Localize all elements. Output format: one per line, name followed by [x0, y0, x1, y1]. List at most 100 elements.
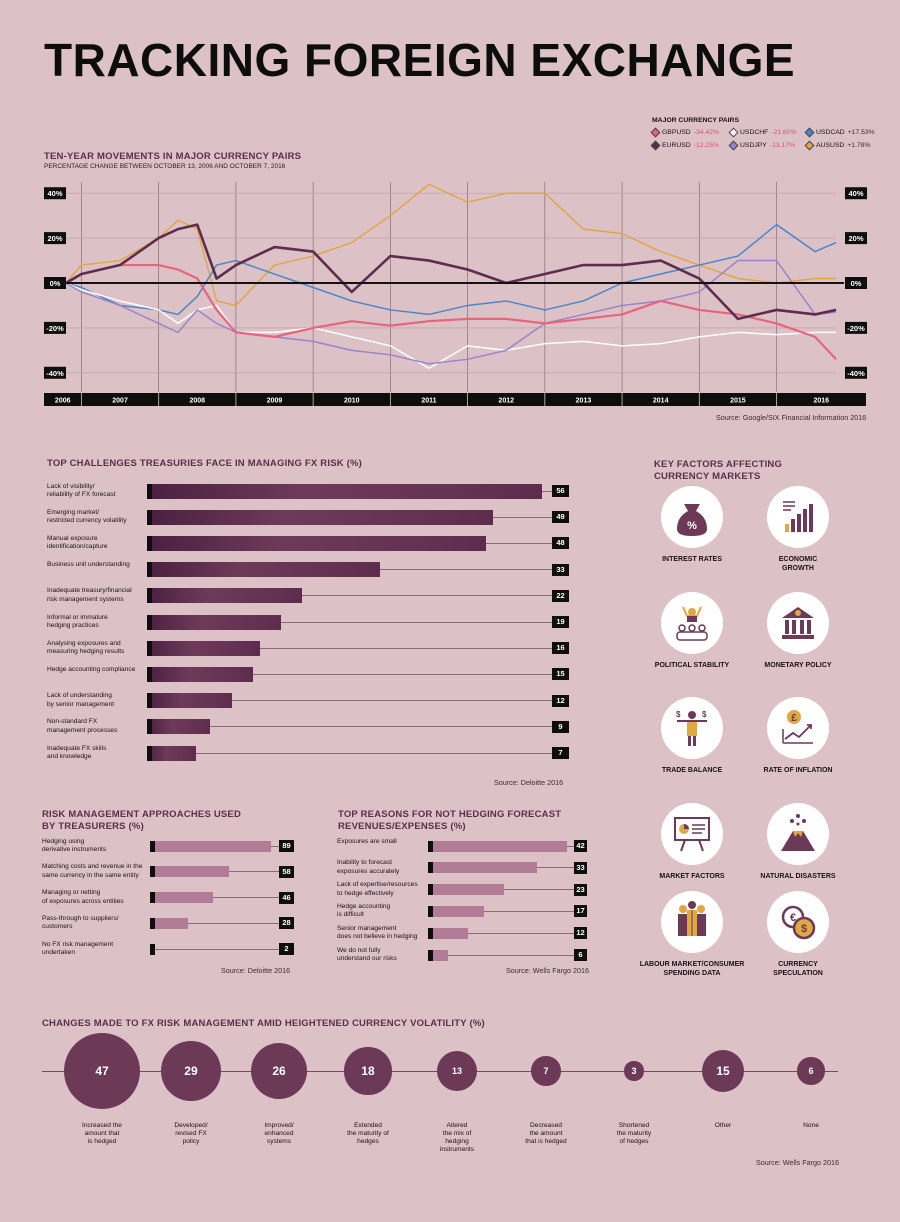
challenges-title: TOP CHALLENGES TREASURIES FACE IN MANAGI… — [47, 458, 362, 469]
y-tick-label: 0% — [851, 279, 862, 288]
bar-value-label: 48 — [552, 537, 569, 550]
bubble-category-label: Altered the mix of hedging instruments — [439, 1122, 475, 1153]
y-tick-left: -40% — [44, 366, 66, 379]
bar-value-label: 33 — [574, 861, 587, 874]
factor-icon-circle — [661, 803, 723, 865]
bar-fill — [147, 509, 493, 525]
bar-track-line — [147, 595, 552, 597]
bar-fill — [147, 693, 232, 709]
bar-start-cap — [147, 535, 152, 551]
legend-series-change: -34.42% — [693, 129, 720, 136]
y-tick-left: 20% — [44, 232, 66, 245]
bar-value-label: 9 — [552, 720, 569, 733]
y-tick-label: 0% — [50, 279, 61, 288]
bar-start-cap — [147, 745, 152, 761]
line-chart: 40% 40% 20% 20% 0% 0% -20% -20% -40% -40% 2006 2007… — [44, 182, 867, 406]
bubble-value: 47 — [64, 1033, 140, 1109]
series-line-usdchf — [65, 282, 836, 370]
bubble-category-label: Developed/ revised FX policy — [174, 1122, 208, 1145]
factor-label: MONETARY POLICY — [764, 662, 832, 669]
bar-fill — [147, 640, 260, 656]
bar-category-label: Hedge accounting compliance — [47, 665, 136, 673]
legend-swatch-icon — [728, 140, 739, 151]
factors-title: KEY FACTORS AFFECTING CURRENCY MARKETS — [654, 459, 783, 482]
bubble-category-label: Shortened the maturity of hedges — [616, 1122, 652, 1145]
x-tick-label: 2016 — [813, 398, 829, 405]
bar-fill — [428, 862, 538, 874]
changes-source: Source: Wells Fargo 2016 — [756, 1158, 839, 1167]
legend-series-name: USDCHF — [740, 129, 769, 136]
bar-value-label: 23 — [574, 883, 587, 896]
bar-start-cap — [150, 866, 155, 878]
y-tick-label: -40% — [46, 369, 64, 378]
bar-category-label: Matching costs and revenue in the same c… — [42, 863, 143, 879]
bar-track-line — [147, 700, 552, 702]
money-bag-icon: % — [677, 504, 707, 536]
x-tick-label: 2012 — [498, 398, 514, 405]
bar-value-label: 2 — [279, 943, 294, 956]
bar-category-label: Informal or immature hedging practices — [47, 613, 108, 630]
bar-category-label: We do not fully understand our risks — [337, 946, 397, 963]
legend-item-gbpusd: GBPUSD -34.42% — [650, 127, 730, 138]
growth-bars-icon — [783, 501, 813, 532]
bubble-category-label: Improved/ enhanced systems — [264, 1122, 294, 1145]
y-tick-left: 0% — [44, 277, 66, 289]
y-tick-right: 40% — [845, 187, 867, 200]
bar-fill — [147, 588, 303, 604]
bar-fill — [147, 562, 380, 578]
bar-value-label: 6 — [574, 949, 587, 961]
bar-value-label: 28 — [279, 917, 294, 930]
bar-category-label: Manual exposure identification/capture — [47, 534, 108, 551]
y-tick-right: 0% — [845, 277, 867, 289]
x-tick-label: 2006 — [55, 398, 71, 405]
bar-category-label: Inability to forecast exposures accurate… — [337, 859, 400, 875]
y-tick-label: 40% — [848, 189, 863, 198]
legend-swatch-icon — [804, 140, 815, 151]
factor-icon-circle — [767, 486, 829, 548]
legend-swatch-icon — [650, 127, 661, 138]
bar-start-cap — [428, 949, 433, 961]
bar-fill — [147, 745, 197, 761]
bubble-value: 29 — [161, 1041, 221, 1101]
bar-fill — [428, 840, 567, 852]
factor-label: TRADE BALANCE — [661, 767, 723, 774]
factor-label: RATE OF INFLATION — [763, 767, 833, 774]
bar-start-cap — [147, 640, 152, 656]
series-line-usdcad — [65, 223, 837, 316]
legend-item-eurusd: EURUSD -12.25% — [650, 140, 730, 151]
factor-icon-circle — [661, 592, 723, 654]
page-title: TRACKING FOREIGN EXCHANGE — [44, 34, 796, 86]
bank-icon — [782, 607, 814, 639]
y-tick-left: -20% — [44, 321, 66, 334]
bar-start-cap — [150, 840, 155, 852]
bubble-value: 3 — [624, 1061, 644, 1081]
scales-person-icon: $ $ — [676, 710, 707, 746]
bar-value-label: 46 — [279, 891, 294, 904]
bubble-category-label: None — [803, 1122, 819, 1129]
svg-text:£: £ — [791, 713, 797, 724]
legend-item-usdjpy: USDJPY -13.17% — [728, 140, 806, 151]
bar-category-label: Inadequate FX skills and knowledge — [47, 744, 107, 761]
bar-track-line — [147, 752, 552, 754]
legend-item-usdcad: USDCAD +17.53% — [804, 127, 876, 138]
y-tick-left: 40% — [44, 187, 66, 200]
bar-value-label: 17 — [574, 905, 587, 918]
reasons-title: TOP REASONS FOR NOT HEDGING FORECAST REV… — [338, 809, 562, 832]
bar-category-label: Business unit understanding — [47, 561, 130, 569]
y-tick-right: -20% — [845, 321, 867, 334]
audience-icon — [676, 606, 708, 641]
x-tick-label: 2010 — [344, 398, 360, 405]
line-chart-subtitle: PERCENTAGE CHANGE BETWEEN OCTOBER 13, 20… — [44, 163, 286, 170]
svg-text:$: $ — [676, 710, 681, 719]
legend-series-change: +17.53% — [847, 129, 875, 136]
series-line-eurusd — [65, 223, 837, 321]
svg-text:%: % — [687, 520, 697, 532]
bar-fill — [150, 917, 189, 929]
line-chart-source: Source: Google/SIX Financial Information… — [716, 413, 867, 422]
bar-start-cap — [147, 562, 152, 578]
svg-text:$: $ — [702, 710, 707, 719]
factor-label: NATURAL DISASTERS — [760, 873, 836, 880]
bar-category-label: Pass-through to suppliers/ customers — [42, 914, 119, 931]
x-tick-label: 2009 — [267, 398, 283, 405]
bar-track-line — [147, 673, 552, 675]
